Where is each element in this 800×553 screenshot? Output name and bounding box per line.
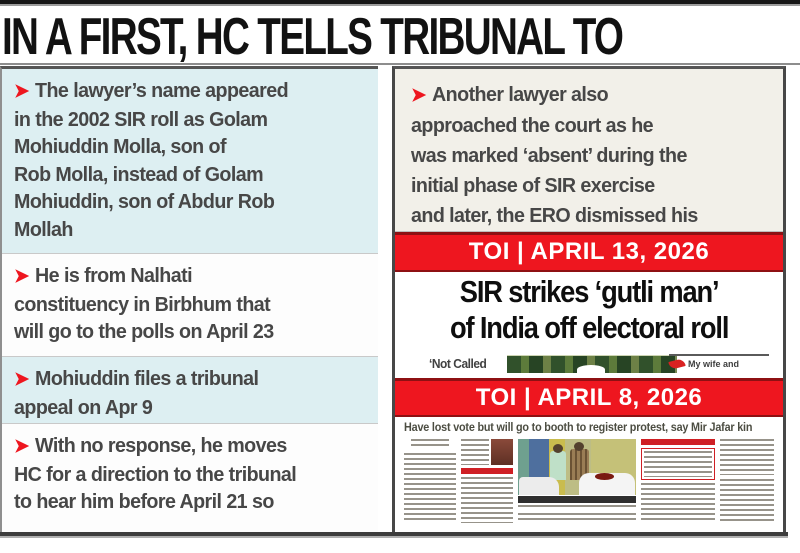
- newsprint-column: [641, 439, 715, 523]
- clipping-headline: Have lost vote but will go to booth to r…: [404, 422, 753, 434]
- highlight-box: [641, 448, 715, 480]
- page-title: IN A FIRST, HC TELLS TRIBUNAL TO: [2, 7, 624, 66]
- newsprint-text-block: [518, 513, 636, 521]
- thumbnail-photo: [491, 439, 513, 465]
- pull-quote-text: My wife and: [688, 359, 740, 369]
- headline-underline: [0, 63, 800, 65]
- toi-date-banner-april13: TOI | APRIL 13, 2026: [395, 232, 783, 272]
- caption-left-text: ‘Not Called: [429, 356, 487, 371]
- arrow-bullet-icon: ➤: [14, 266, 30, 287]
- arrow-bullet-icon: ➤: [14, 81, 30, 102]
- newsprint-text-block: [518, 505, 636, 510]
- fact-text: Another lawyer also approached the court…: [411, 83, 698, 227]
- newsprint-text-block: [411, 439, 449, 449]
- fact-item: ➤ Mohiuddin files a tribunal appeal on Ap…: [2, 357, 378, 424]
- fact-item: ➤ He is from Nalhati constituency in Birb…: [2, 254, 378, 357]
- top-crop-rule: [0, 0, 800, 4]
- arrow-bullet-icon: ➤: [14, 369, 30, 390]
- red-kicker-bar: [461, 468, 513, 474]
- newsprint-column: [720, 439, 774, 523]
- bottom-rule-shadow: [0, 536, 788, 538]
- top-crop-rule-shadow: [0, 4, 800, 6]
- photo-curtain: [528, 439, 549, 480]
- newsprint-columns: [404, 439, 774, 523]
- person-figure: [549, 444, 567, 481]
- quote-leaf-icon: [668, 358, 686, 370]
- fact-text: He is from Nalhati constituency in Birbh…: [14, 264, 274, 343]
- newsprint-text-block: [461, 439, 489, 465]
- newsprint-column: [461, 439, 513, 523]
- clipping-april8: Have lost vote but will go to booth to r…: [395, 417, 783, 533]
- clipping-april13-headline-area: SIR strikes ‘gutli man’ of India off ele…: [395, 272, 783, 352]
- newsprint-text-block: [644, 451, 712, 477]
- dark-object: [594, 473, 614, 480]
- newsprint-text-block: [641, 483, 715, 523]
- arrow-bullet-icon: ➤: [411, 85, 427, 106]
- right-column: ➤ Another lawyer also approached the cour…: [392, 66, 786, 532]
- newsprint-column: [518, 439, 636, 523]
- newsprint-text-block: [720, 479, 774, 523]
- fact-text: The lawyer’s name appeared in the 2002 S…: [14, 79, 289, 241]
- document-strip-image: [507, 355, 677, 374]
- pull-quote: My wife and: [668, 354, 769, 370]
- fact-text: Mohiuddin files a tribunal appeal on Apr…: [14, 367, 259, 419]
- person-figure: [569, 441, 589, 481]
- newsprint-text-block: [461, 477, 513, 523]
- red-kicker-bar: [641, 439, 715, 445]
- clipping-headline: SIR strikes ‘gutli man’ of India off ele…: [449, 274, 729, 345]
- toi-date-banner-april8: TOI | APRIL 8, 2026: [395, 378, 783, 417]
- newsprint-text-block: [720, 439, 774, 475]
- bed-shape: [579, 472, 635, 495]
- fact-item: ➤ The lawyer’s name appeared in the 2002 …: [2, 69, 378, 254]
- clipping-april13-caption-row: ‘Not Called My wife and: [395, 352, 783, 378]
- fact-text: With no response, he moves HC for a dire…: [14, 434, 297, 513]
- clipping-photo: [518, 439, 636, 495]
- newsprint-text-block: [404, 453, 456, 523]
- bottom-rule: [0, 532, 788, 536]
- newsprint-column: [404, 439, 456, 523]
- fact-item: ➤ Another lawyer also approached the cour…: [395, 69, 783, 232]
- left-fact-column: ➤ The lawyer’s name appeared in the 2002 …: [0, 66, 378, 532]
- photo-caption-bar: [518, 496, 636, 503]
- bed-shape: [519, 477, 560, 495]
- fact-item: ➤ With no response, he moves HC for a dir…: [2, 424, 378, 532]
- arrow-bullet-icon: ➤: [14, 436, 30, 457]
